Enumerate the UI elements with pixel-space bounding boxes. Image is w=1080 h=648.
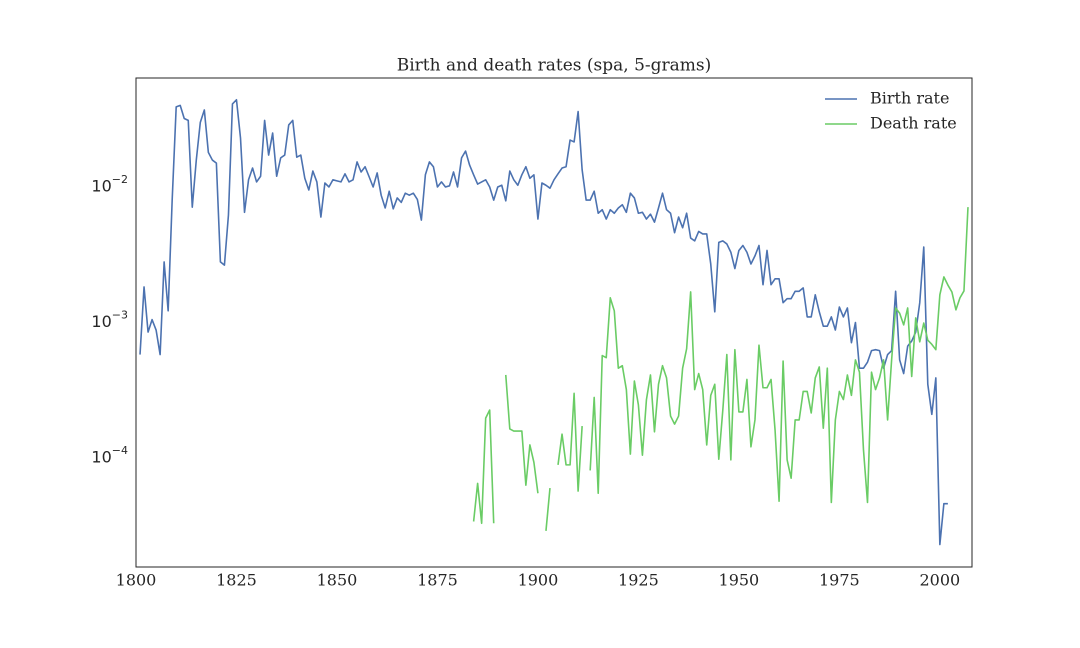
x-tick-label: 1875: [417, 571, 458, 590]
y-tick-label: 10−2: [91, 173, 128, 196]
x-tick-label: 1850: [317, 571, 358, 590]
x-tick-label: 1950: [719, 571, 760, 590]
chart-title: Birth and death rates (spa, 5-grams): [397, 56, 712, 76]
legend-label: Birth rate: [870, 89, 949, 108]
y-tick-label: 10−3: [91, 309, 128, 332]
x-tick-label: 1925: [618, 571, 659, 590]
data-line: [472, 207, 969, 531]
data-line: [139, 98, 948, 546]
y-tick-label: 10−4: [91, 444, 128, 467]
x-tick-label: 2000: [919, 571, 960, 590]
legend-label: Death rate: [870, 114, 957, 133]
plot-frame: [135, 77, 973, 568]
x-tick-label: 1975: [819, 571, 860, 590]
x-tick-label: 1825: [216, 571, 257, 590]
x-tick-label: 1800: [116, 571, 157, 590]
x-tick-label: 1900: [518, 571, 559, 590]
